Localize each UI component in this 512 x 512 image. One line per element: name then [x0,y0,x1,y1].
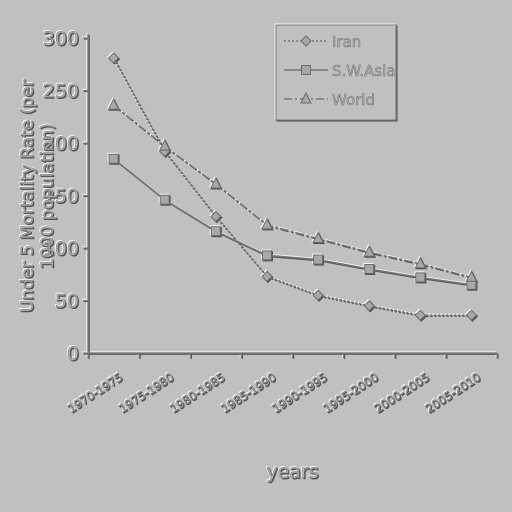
data-point-world [465,270,478,282]
x-tick-label: 1995-2000 [321,370,381,416]
data-point-s-w-asia [108,153,119,164]
series-line-s-w-asia [113,158,472,286]
y-axis-title: Under 5 Mortality Rate (per1000 populati… [18,79,58,312]
data-point-s-w-asia [159,194,170,205]
data-point-world [107,98,120,110]
data-point-iran [261,270,273,283]
y-tick-label: 150 [43,186,79,208]
x-axis-title: years [266,461,318,483]
y-tick-label: 250 [43,81,79,103]
x-tick-label: 1980-1985 [167,370,227,416]
data-point-world [158,139,171,151]
legend-label-s-w-asia: S.W.Asia [332,62,396,80]
y-tick-label: 200 [43,133,79,155]
legend-marker-s-w-asia [301,65,311,75]
y-tick-label: 100 [43,238,79,260]
data-point-world [414,256,427,269]
series-line-world [113,104,472,279]
x-tick-label: 1970-1975 [65,370,125,416]
data-point-s-w-asia [210,226,221,237]
legend-marker-iran [300,35,312,47]
data-point-iran [210,210,222,223]
y-axis-title-line: 1000 population) [38,123,58,269]
data-point-iran [465,309,478,321]
y-tick-label: 0 [67,343,79,365]
legend-marker-world [300,91,312,104]
data-point-s-w-asia [415,272,426,283]
data-point-world [363,245,375,257]
data-point-s-w-asia [261,250,272,261]
data-point-world [210,176,222,189]
x-tick-label: 2000-2005 [372,370,432,416]
data-point-iran [107,52,120,64]
data-point-iran [363,300,375,312]
data-point-iran [312,289,324,301]
series-line-iran [112,57,472,317]
data-point-world [261,217,273,230]
y-tick-label: 300 [43,28,79,50]
x-tick-label: 2005-2010 [423,370,483,416]
legend-label-world: World [332,91,375,109]
y-axis-title-line: Under 5 Mortality Rate (per [18,79,38,312]
data-point-world [312,231,324,244]
data-point-iran [414,309,427,321]
x-tick-label: 1990-1995 [269,370,329,416]
x-tick-label: 1985-1990 [218,370,278,416]
legend-label-iran: Iran [332,33,361,51]
y-tick-label: 50 [55,291,79,313]
x-tick-label: 1975-1980 [116,370,176,416]
data-point-s-w-asia [364,264,375,274]
data-point-s-w-asia [313,254,324,265]
